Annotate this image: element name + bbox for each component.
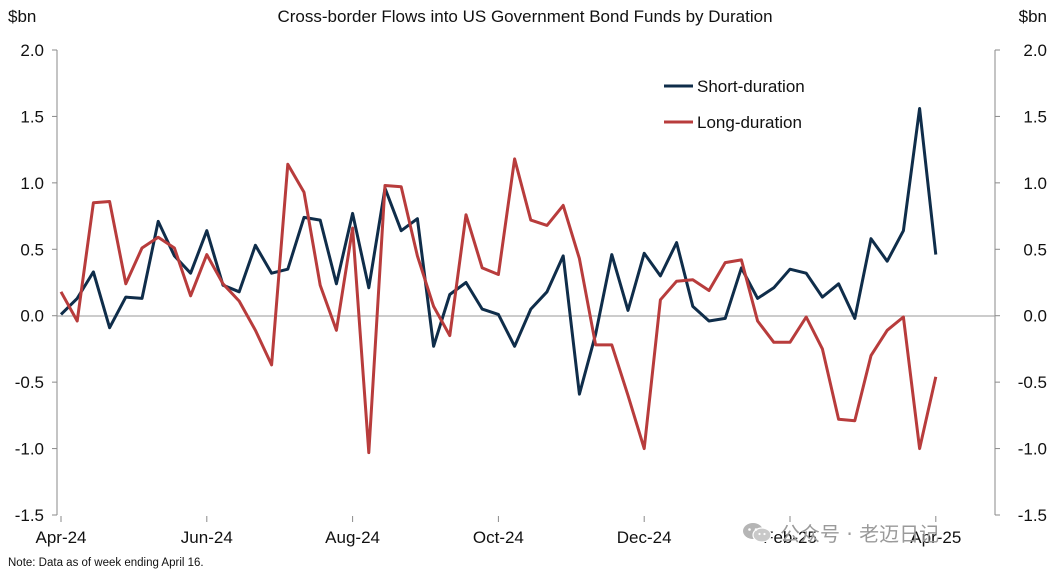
y-tick-label-left: 1.5 [20, 107, 44, 126]
y-tick-label-left: 0.5 [20, 240, 44, 259]
legend-label-long-duration: Long-duration [697, 113, 802, 132]
y-tick-label-right: 2.0 [1023, 41, 1047, 60]
y-tick-label-right: 1.5 [1023, 107, 1047, 126]
legend: Short-duration Long-duration [664, 77, 805, 132]
x-tick-label: Jun-24 [181, 528, 233, 547]
x-tick-label: Apr-25 [910, 528, 961, 547]
right-axis-unit: $bn [1019, 7, 1047, 26]
y-tick-label-right: -1.5 [1018, 506, 1047, 525]
watermark-text: 公众号 · 老迈日记 [780, 522, 940, 546]
footnote: Note: Data as of week ending April 16. [8, 557, 204, 569]
x-tick-label: Feb-25 [763, 528, 817, 547]
x-axis: Apr-24 Jun-24 Aug-24 Oct-24 Dec-24 Feb-25 Apr-… [35, 516, 961, 547]
left-axis-unit: $bn [8, 7, 36, 26]
y-tick-label-left: -1.0 [15, 440, 44, 459]
x-tick-label: Aug-24 [325, 528, 380, 547]
wechat-icon [742, 522, 772, 544]
x-tick-label: Oct-24 [473, 528, 524, 547]
right-y-axis: 2.0 1.5 1.0 0.5 0.0 -0.5 -1.0 -1.5 [995, 41, 1047, 525]
series-short-duration-line [59, 107, 938, 396]
x-tick-label: Apr-24 [35, 528, 86, 547]
y-tick-label-right: 1.0 [1023, 174, 1047, 193]
chart-title: Cross-border Flows into US Government Bo… [277, 7, 772, 26]
y-tick-label-left: 1.0 [20, 174, 44, 193]
y-tick-label-right: 0.0 [1023, 307, 1047, 326]
y-tick-label-right: 0.5 [1023, 240, 1047, 259]
y-tick-label-left: -1.5 [15, 506, 44, 525]
y-tick-label-right: -1.0 [1018, 440, 1047, 459]
y-tick-label-left: 2.0 [20, 41, 44, 60]
y-tick-label-left: -0.5 [15, 373, 44, 392]
y-tick-label-left: 0.0 [20, 307, 44, 326]
legend-label-short-duration: Short-duration [697, 77, 805, 96]
watermark: 公众号 · 老迈日记 [742, 518, 939, 547]
left-y-axis: 2.0 1.5 1.0 0.5 0.0 -0.5 -1.0 -1.5 [15, 41, 57, 525]
series-long-duration-line [59, 157, 938, 455]
y-tick-label-right: -0.5 [1018, 373, 1047, 392]
x-tick-label: Dec-24 [617, 528, 672, 547]
